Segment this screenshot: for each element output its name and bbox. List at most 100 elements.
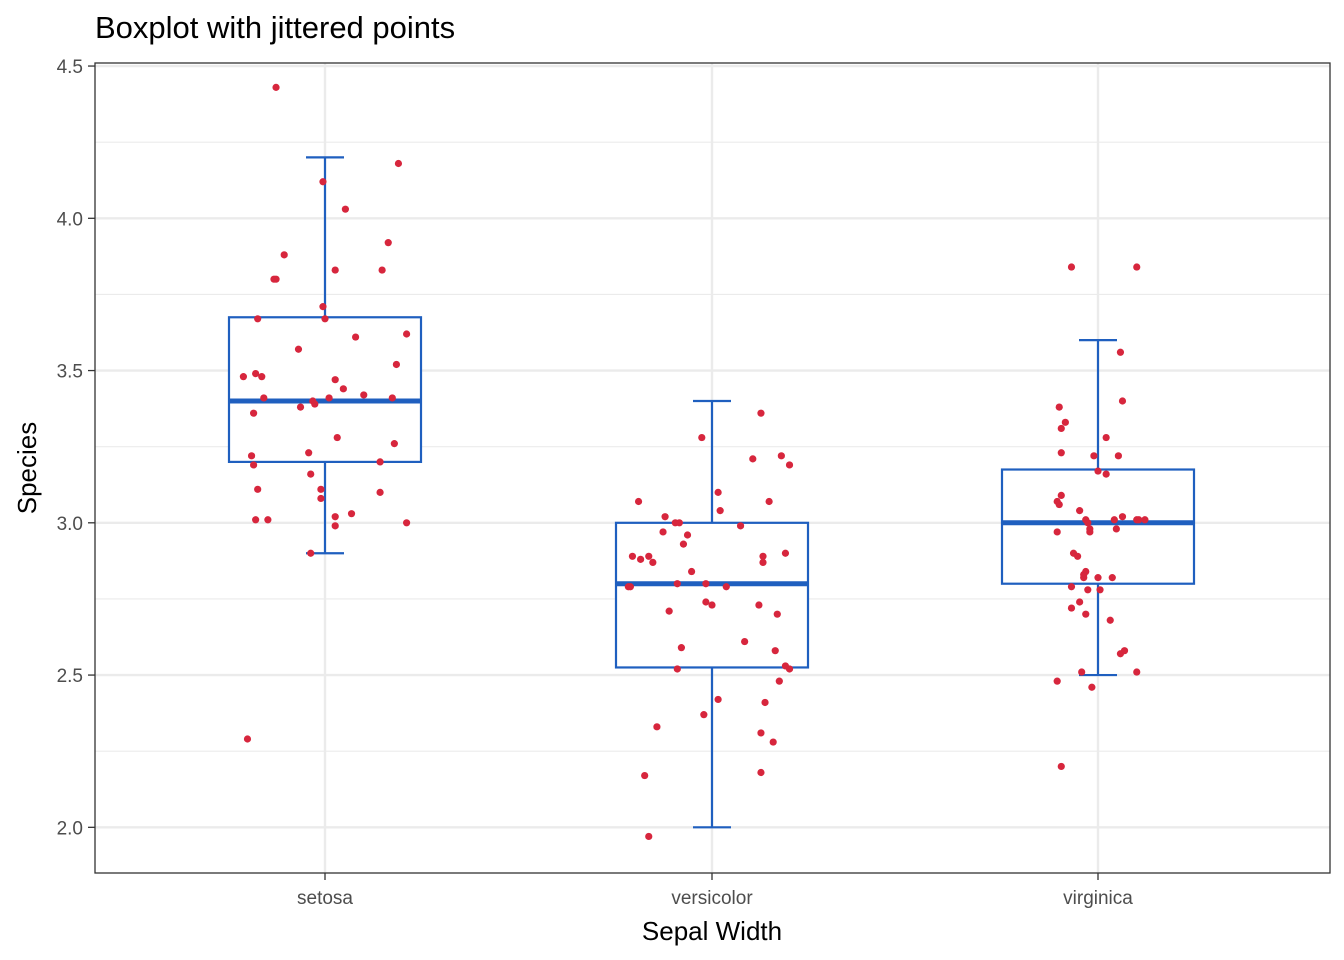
- box-setosa: [227, 156, 423, 555]
- jitter-point: [1084, 586, 1092, 594]
- jitter-point: [749, 455, 757, 463]
- jitter-point: [1088, 683, 1096, 691]
- jitter-point: [1074, 552, 1082, 560]
- jitter-point: [722, 583, 730, 591]
- jitter-point: [347, 510, 356, 518]
- jitter-point: [665, 607, 673, 615]
- jitter-point: [1116, 650, 1125, 658]
- jitter-point: [634, 497, 643, 506]
- jitter-point: [1080, 574, 1088, 582]
- jitter-point: [714, 695, 722, 704]
- jitter-point: [1118, 513, 1127, 521]
- jitter-point: [258, 373, 266, 381]
- jitter-point: [1118, 397, 1127, 405]
- jitter-point: [661, 513, 669, 521]
- jitter-point: [1076, 598, 1084, 606]
- jitter-point: [637, 555, 645, 563]
- jitter-point: [384, 239, 392, 247]
- jitter-point: [260, 394, 268, 402]
- jitter-point: [352, 333, 360, 341]
- jitter-point: [759, 552, 767, 560]
- jitter-point: [378, 266, 386, 274]
- jitter-point: [1076, 507, 1084, 515]
- jitter-point: [777, 452, 785, 460]
- jitter-point: [1133, 668, 1141, 676]
- jitter-point: [1082, 610, 1090, 618]
- jitter-point: [773, 610, 781, 618]
- jitter-point: [307, 549, 315, 557]
- jitter-point: [771, 647, 779, 655]
- jitter-point: [757, 768, 765, 777]
- jitter-point: [1057, 491, 1065, 500]
- jitter-point: [264, 516, 272, 524]
- jitter-point: [759, 558, 767, 566]
- jitter-point: [653, 723, 661, 731]
- jitter-point: [645, 832, 653, 841]
- jitter-point: [252, 370, 260, 378]
- x-axis-title: Sepal Width: [642, 916, 782, 946]
- jitter-point: [331, 266, 339, 274]
- jitter-point: [272, 83, 280, 91]
- jitter-point: [341, 205, 349, 213]
- jitter-point: [392, 360, 400, 369]
- jitter-point: [781, 549, 790, 557]
- jitter-point: [250, 461, 258, 469]
- jitter-point: [673, 580, 681, 588]
- jitter-point: [755, 601, 763, 609]
- y-tick-label: 2.0: [57, 818, 83, 839]
- jitter-point: [331, 513, 339, 521]
- jitter-point: [1057, 449, 1065, 457]
- jitter-point: [321, 315, 329, 323]
- jitter-point: [1055, 403, 1063, 411]
- jitter-point: [311, 400, 319, 408]
- jitter-point: [716, 507, 724, 515]
- jitter-point: [305, 449, 313, 457]
- iqr-box: [614, 521, 810, 669]
- jitter-point: [1078, 668, 1086, 676]
- jitter-point: [1116, 348, 1125, 356]
- jitter-point: [649, 558, 657, 566]
- jitter-point: [741, 637, 749, 646]
- jitter-point: [1053, 528, 1061, 536]
- jitter-point: [1096, 586, 1104, 594]
- jitter-point: [317, 494, 325, 503]
- jitter-point: [319, 303, 327, 311]
- jitter-point: [1067, 604, 1076, 612]
- jitter-point: [1057, 424, 1065, 433]
- jitter-point: [708, 601, 716, 609]
- jitter-point: [252, 516, 260, 524]
- jitter-point: [1102, 433, 1110, 442]
- x-tick-label-virginica: virginica: [1063, 888, 1133, 909]
- jitter-point: [641, 771, 649, 780]
- jitter-point: [280, 251, 288, 259]
- jitter-point: [702, 580, 710, 588]
- jitter-point: [679, 540, 688, 548]
- jitter-point: [1133, 263, 1141, 271]
- jitter-point: [307, 470, 315, 478]
- jitter-points-layer: [239, 83, 1149, 841]
- jitter-point: [333, 433, 341, 442]
- jitter-point: [1053, 677, 1061, 685]
- y-axis: 2.0 2.5 3.0 3.5 4.0 4.5: [57, 57, 95, 839]
- jitter-point: [1084, 519, 1092, 527]
- jitter-point: [239, 373, 247, 381]
- jitter-point: [294, 345, 303, 353]
- x-tick-label-versicolor: versicolor: [671, 888, 753, 909]
- jitter-point: [376, 458, 384, 466]
- y-tick-label: 3.5: [57, 362, 83, 383]
- plot-panel: [94, 62, 1331, 874]
- jitter-point: [700, 711, 708, 719]
- y-tick-label: 4.0: [57, 209, 83, 230]
- jitter-point: [331, 522, 339, 530]
- points-versicolor: [624, 409, 794, 841]
- jitter-point: [1057, 762, 1065, 771]
- jitter-point: [757, 409, 765, 417]
- y-axis-title: Species: [12, 422, 42, 515]
- jitter-point: [714, 488, 722, 496]
- jitter-point: [1055, 500, 1063, 509]
- x-axis: setosa versicolor virginica: [297, 873, 1133, 909]
- jitter-point: [1102, 470, 1110, 478]
- y-tick-label: 2.5: [57, 666, 83, 687]
- jitter-point: [675, 519, 683, 527]
